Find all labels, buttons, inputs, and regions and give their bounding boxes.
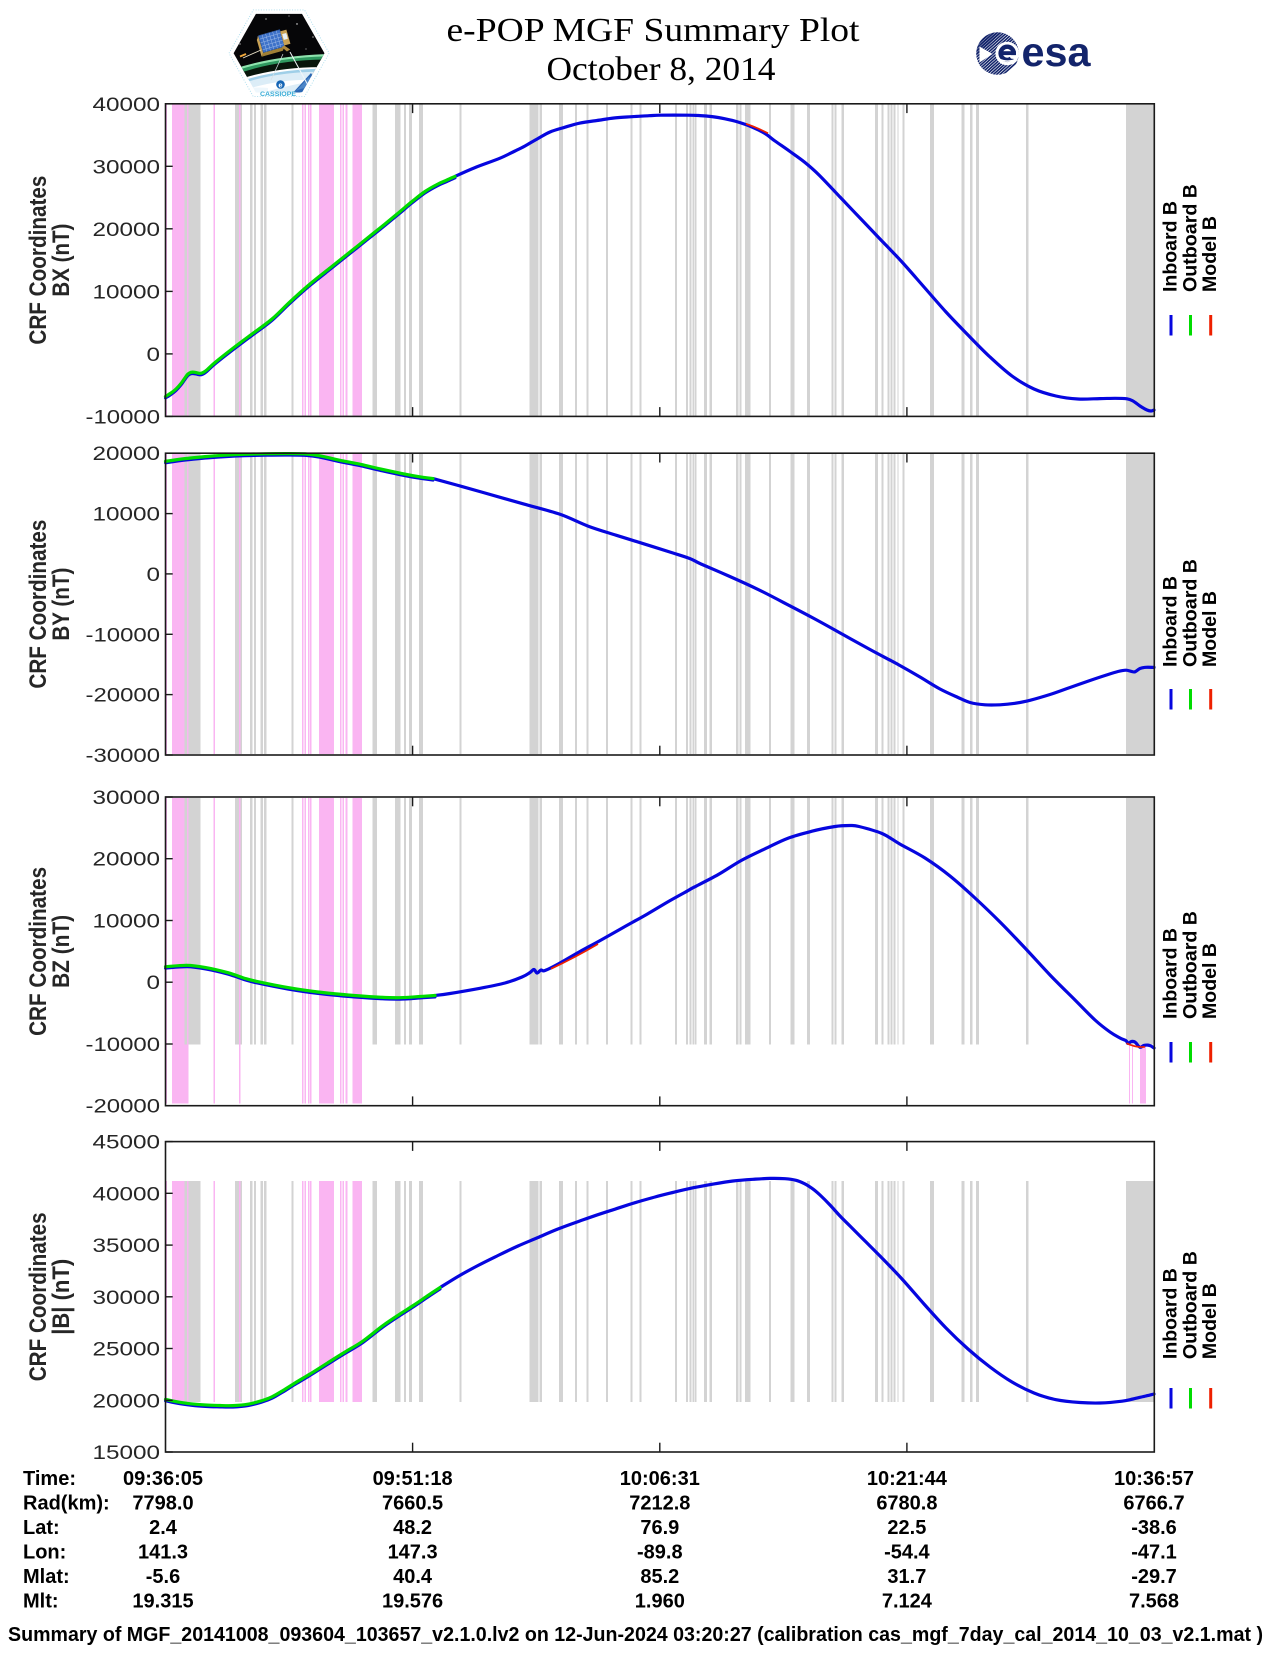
svg-text:Mlat:: Mlat: [23, 1566, 70, 1588]
svg-text:Time:: Time: [23, 1468, 76, 1490]
svg-text:-20000: -20000 [86, 685, 161, 707]
svg-text:Model B: Model B [1200, 1283, 1221, 1359]
svg-text:CRF Coordinates: CRF Coordinates [25, 176, 52, 345]
svg-text:-10000: -10000 [86, 1034, 161, 1056]
svg-text:0: 0 [147, 564, 161, 586]
svg-text:-38.6: -38.6 [1131, 1517, 1177, 1539]
svg-text:CRF Coordinates: CRF Coordinates [25, 520, 52, 689]
svg-text:Summary of MGF_20141008_093604: Summary of MGF_20141008_093604_103657_v2… [8, 1623, 1263, 1646]
svg-text:35000: 35000 [93, 1235, 161, 1257]
svg-text:Model B: Model B [1200, 943, 1221, 1019]
svg-text:CASSIOPE: CASSIOPE [260, 91, 297, 98]
svg-text:20000: 20000 [93, 1390, 161, 1412]
svg-text:Inboard B: Inboard B [1160, 1268, 1181, 1359]
svg-text:48.2: 48.2 [393, 1517, 432, 1539]
svg-text:BZ (nT): BZ (nT) [48, 915, 75, 988]
svg-text:2.4: 2.4 [149, 1517, 178, 1539]
svg-text:15000: 15000 [93, 1442, 161, 1464]
svg-text:45000: 45000 [93, 1132, 161, 1154]
svg-text:30000: 30000 [93, 156, 161, 178]
svg-text:CRF Coordinates: CRF Coordinates [25, 1212, 52, 1381]
svg-text:40000: 40000 [93, 94, 161, 116]
svg-text:-89.8: -89.8 [637, 1541, 683, 1563]
svg-text:-47.1: -47.1 [1131, 1541, 1177, 1563]
svg-text:-54.4: -54.4 [884, 1541, 930, 1563]
svg-text:25000: 25000 [93, 1339, 161, 1361]
svg-text:40000: 40000 [93, 1183, 161, 1205]
svg-text:09:51:18: 09:51:18 [373, 1468, 453, 1490]
svg-text:10:21:44: 10:21:44 [867, 1468, 948, 1490]
svg-text:BX (nT): BX (nT) [48, 224, 75, 297]
svg-text:6766.7: 6766.7 [1123, 1492, 1184, 1514]
svg-text:40.4: 40.4 [393, 1566, 433, 1588]
svg-text:-5.6: -5.6 [146, 1566, 180, 1588]
svg-text:7.124: 7.124 [882, 1590, 933, 1612]
svg-text:-20000: -20000 [86, 1096, 161, 1118]
svg-text:-10000: -10000 [86, 406, 161, 428]
svg-text:|B| (nT): |B| (nT) [48, 1259, 75, 1335]
svg-text:Inboard B: Inboard B [1160, 928, 1181, 1019]
svg-text:esa: esa [1022, 29, 1092, 75]
svg-text:20000: 20000 [93, 219, 161, 241]
svg-text:20000: 20000 [93, 443, 161, 465]
svg-text:10:36:57: 10:36:57 [1114, 1468, 1194, 1490]
svg-text:141.3: 141.3 [138, 1541, 188, 1563]
svg-text:Outboard B: Outboard B [1181, 911, 1202, 1019]
svg-text:20000: 20000 [93, 849, 161, 871]
svg-text:09:36:05: 09:36:05 [123, 1468, 203, 1490]
svg-text:Mlt:: Mlt: [23, 1590, 59, 1612]
svg-text:6780.8: 6780.8 [876, 1492, 937, 1514]
svg-text:31.7: 31.7 [887, 1566, 926, 1588]
svg-text:BY (nT): BY (nT) [48, 568, 75, 641]
svg-text:1.960: 1.960 [635, 1590, 685, 1612]
svg-text:Model B: Model B [1200, 591, 1221, 667]
svg-text:-10000: -10000 [86, 624, 161, 646]
svg-text:0: 0 [147, 344, 161, 366]
svg-text:0: 0 [147, 972, 161, 994]
svg-text:Inboard B: Inboard B [1160, 576, 1181, 667]
svg-text:e-POP MGF Summary Plot: e-POP MGF Summary Plot [447, 12, 861, 49]
svg-text:-30000: -30000 [86, 745, 161, 767]
svg-text:October 8, 2014: October 8, 2014 [547, 51, 776, 88]
svg-text:Lat:: Lat: [23, 1517, 60, 1539]
svg-text:10000: 10000 [93, 281, 161, 303]
svg-text:e: e [278, 80, 282, 89]
svg-text:30000: 30000 [93, 1287, 161, 1309]
svg-text:10:06:31: 10:06:31 [620, 1468, 700, 1490]
svg-text:85.2: 85.2 [640, 1566, 679, 1588]
svg-text:7.568: 7.568 [1129, 1590, 1179, 1612]
svg-text:147.3: 147.3 [388, 1541, 438, 1563]
svg-text:7660.5: 7660.5 [382, 1492, 443, 1514]
svg-text:Model B: Model B [1200, 216, 1221, 292]
svg-text:Outboard B: Outboard B [1181, 559, 1202, 667]
svg-text:-29.7: -29.7 [1131, 1566, 1177, 1588]
svg-text:Outboard B: Outboard B [1181, 184, 1202, 292]
svg-text:CRF Coordinates: CRF Coordinates [25, 867, 52, 1036]
svg-text:19.315: 19.315 [132, 1590, 193, 1612]
svg-text:22.5: 22.5 [887, 1517, 926, 1539]
svg-text:7212.8: 7212.8 [629, 1492, 690, 1514]
svg-text:Lon:: Lon: [23, 1541, 66, 1563]
svg-text:10000: 10000 [93, 911, 161, 933]
svg-text:76.9: 76.9 [640, 1517, 679, 1539]
svg-text:30000: 30000 [93, 787, 161, 809]
svg-text:Inboard B: Inboard B [1160, 201, 1181, 292]
svg-text:10000: 10000 [93, 504, 161, 526]
svg-text:19.576: 19.576 [382, 1590, 443, 1612]
svg-text:Outboard B: Outboard B [1181, 1251, 1202, 1359]
svg-text:7798.0: 7798.0 [132, 1492, 193, 1514]
svg-text:Rad(km):: Rad(km): [23, 1492, 110, 1514]
